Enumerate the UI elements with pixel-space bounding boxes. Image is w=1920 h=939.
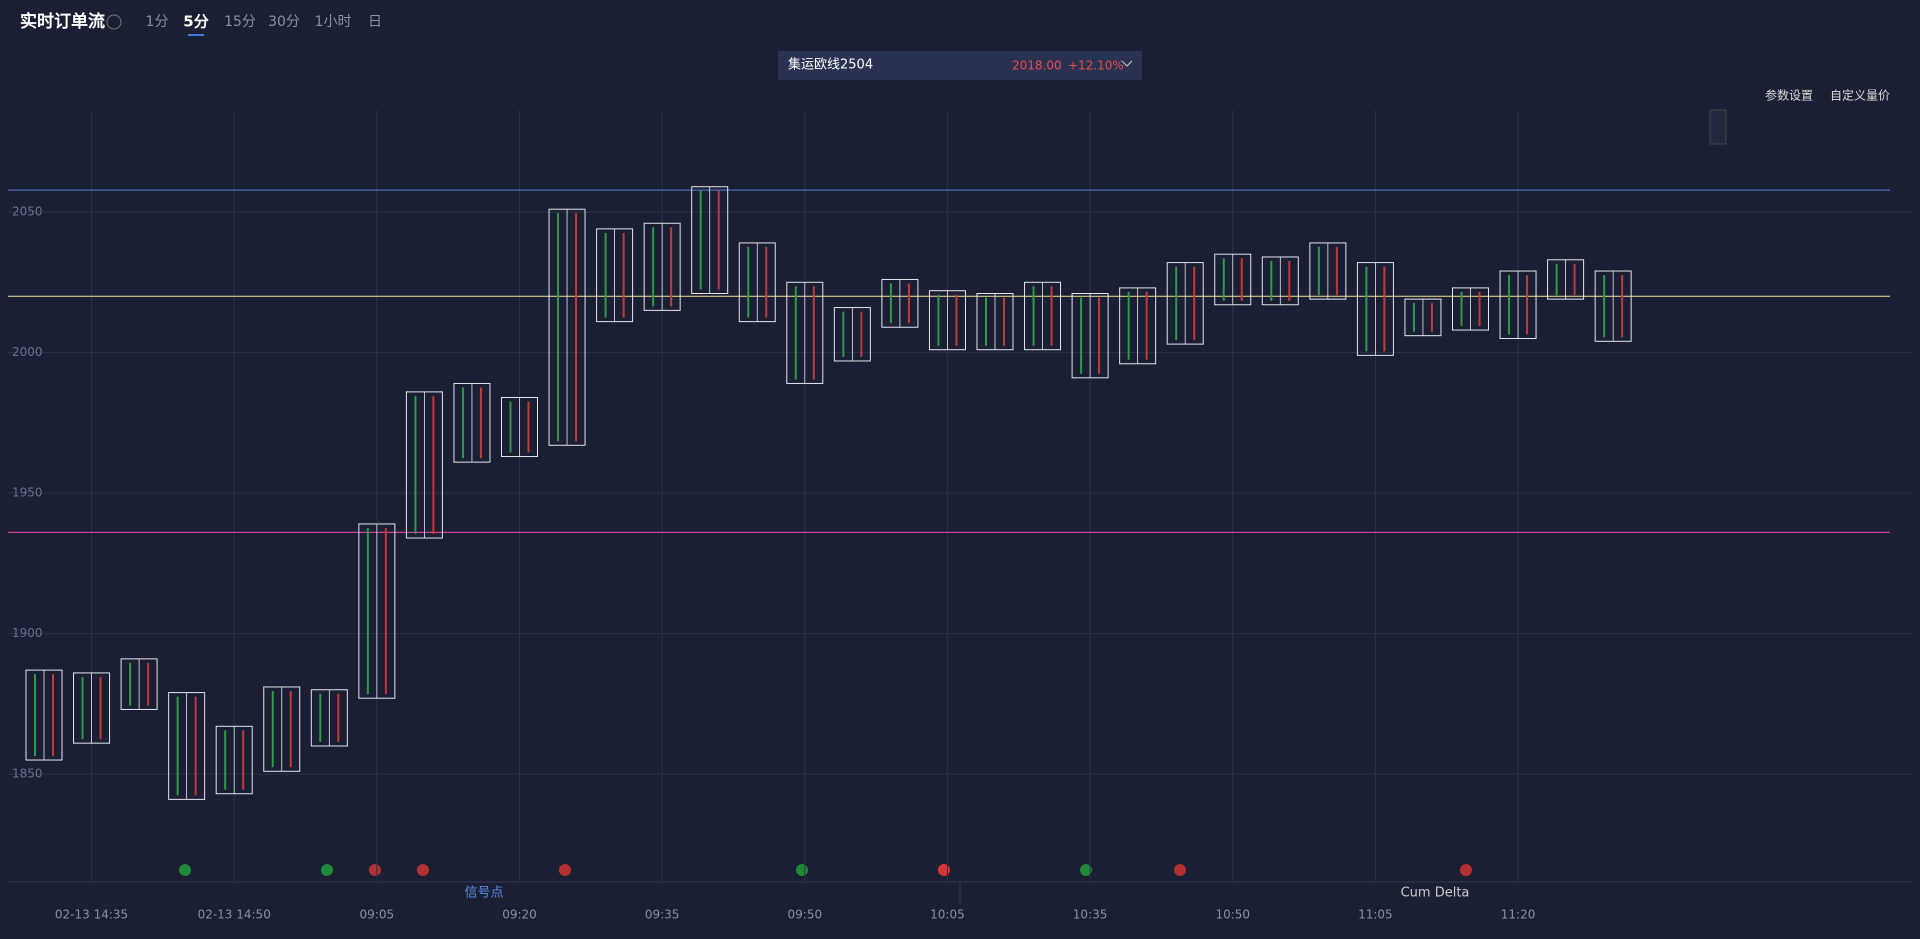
- symbol-box[interactable]: [778, 51, 1142, 80]
- y-tick-label: 1950: [12, 486, 43, 500]
- interval-tab[interactable]: 日: [368, 14, 382, 30]
- side-buttons[interactable]: [1709, 109, 1727, 145]
- x-tick-label: 09:35: [645, 908, 680, 922]
- interval-tab[interactable]: 1分: [146, 14, 169, 30]
- y-tick-label: 1850: [12, 767, 43, 781]
- x-tick-label: 09:50: [788, 908, 823, 922]
- dropdown-arrow: [1121, 60, 1133, 67]
- x-tick-label: 09:05: [360, 908, 395, 922]
- y-tick-label: 2000: [12, 345, 43, 359]
- x-tick-label: 02-13 14:35: [55, 908, 128, 922]
- interval-tab[interactable]: 30分: [268, 14, 300, 30]
- x-tick-label: 10:35: [1073, 908, 1108, 922]
- x-tick-label: 02-13 14:50: [198, 908, 271, 922]
- signals: [179, 864, 1472, 876]
- symbol-price: 2018.00: [1012, 59, 1062, 73]
- y-tick-label: 2050: [12, 205, 43, 219]
- action[interactable]: 参数设置: [1765, 88, 1813, 103]
- action[interactable]: 自定义量价: [1830, 88, 1890, 103]
- title: 实时订单流: [20, 11, 105, 32]
- x-tick-label: 10:05: [930, 908, 965, 922]
- help-icon[interactable]: [106, 14, 122, 30]
- x-tick-label: 10:50: [1215, 908, 1250, 922]
- symbol-name: 集运欧线2504: [788, 57, 873, 73]
- bottom-tab[interactable]: Cum Delta: [1401, 886, 1470, 901]
- y-tick-label: 1900: [12, 626, 43, 640]
- interval-tab[interactable]: 1小时: [315, 14, 352, 30]
- x-tick-label: 11:20: [1501, 908, 1536, 922]
- interval-tab[interactable]: 5分: [183, 13, 208, 31]
- symbol-change: +12.10%: [1068, 59, 1124, 73]
- x-tick-label: 09:20: [502, 908, 537, 922]
- bottom-tab[interactable]: 信号点: [464, 886, 503, 901]
- x-tick-label: 11:05: [1358, 908, 1393, 922]
- interval-tab[interactable]: 15分: [224, 14, 256, 30]
